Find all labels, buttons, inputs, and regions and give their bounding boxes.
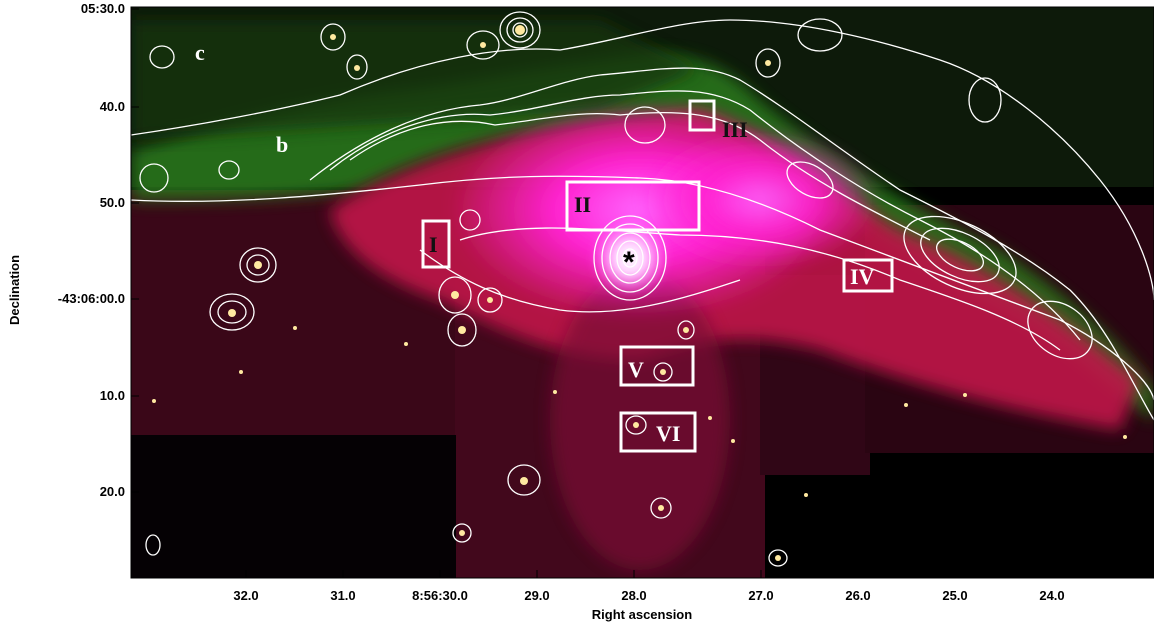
x-tick-label: 29.0 [524, 588, 549, 603]
y-tick-label: 05:30.0 [81, 1, 125, 16]
region-box-1 [421, 219, 451, 269]
y-tick-label: 40.0 [100, 99, 125, 114]
x-tick-label: 32.0 [233, 588, 258, 603]
y-tick-label: 50.0 [100, 195, 125, 210]
region-box-2 [565, 180, 701, 232]
y-tick-label: -43:06:00.0 [58, 291, 125, 306]
y-tick-label: 10.0 [100, 388, 125, 403]
region-label-6: VI [656, 421, 680, 446]
star-marker: * [623, 246, 635, 279]
x-axis-title: Right ascension [592, 607, 692, 622]
x-tick-label: 25.0 [942, 588, 967, 603]
region-box-4 [842, 258, 894, 293]
x-tick-label: 8:56:30.0 [412, 588, 468, 603]
y-tick-label: 20.0 [100, 484, 125, 499]
feature-label-b: b [276, 132, 288, 157]
plot-frame [130, 6, 1154, 579]
feature-label-c: c [195, 40, 205, 65]
x-tick-label: 26.0 [845, 588, 870, 603]
x-axis [245, 570, 1053, 578]
x-tick-label: 28.0 [621, 588, 646, 603]
region-label-1: I [429, 232, 438, 257]
x-tick-label: 31.0 [330, 588, 355, 603]
image-panel: c b * I II III IV V VI [131, 7, 1154, 578]
region-label-4: IV [850, 264, 875, 289]
x-tick-label: 27.0 [748, 588, 773, 603]
region-boxes [421, 99, 894, 453]
region-box-5 [619, 345, 695, 387]
star-field [152, 25, 1127, 561]
contour-lines [131, 11, 1154, 567]
y-axis-title: Declination [7, 255, 22, 325]
region-box-3 [688, 99, 716, 132]
region-box-6 [619, 411, 697, 453]
region-label-5: V [628, 357, 644, 382]
region-label-3: III [722, 117, 748, 142]
region-label-2: II [574, 192, 591, 217]
x-tick-label: 24.0 [1039, 588, 1064, 603]
y-axis [131, 8, 139, 493]
